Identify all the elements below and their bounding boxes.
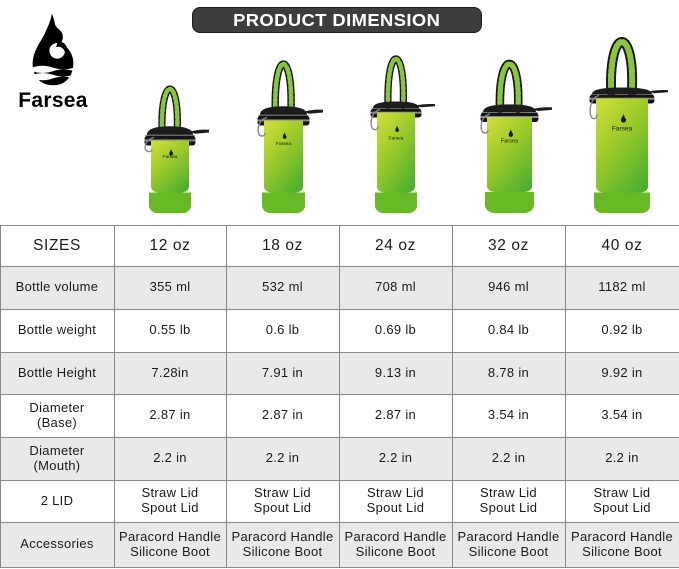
svg-text:Farsea: Farsea	[500, 139, 518, 145]
svg-text:Farsea: Farsea	[163, 154, 178, 160]
svg-text:Farsea: Farsea	[389, 135, 404, 141]
svg-text:Farsea: Farsea	[275, 141, 291, 147]
svg-text:Farsea: Farsea	[612, 125, 633, 132]
